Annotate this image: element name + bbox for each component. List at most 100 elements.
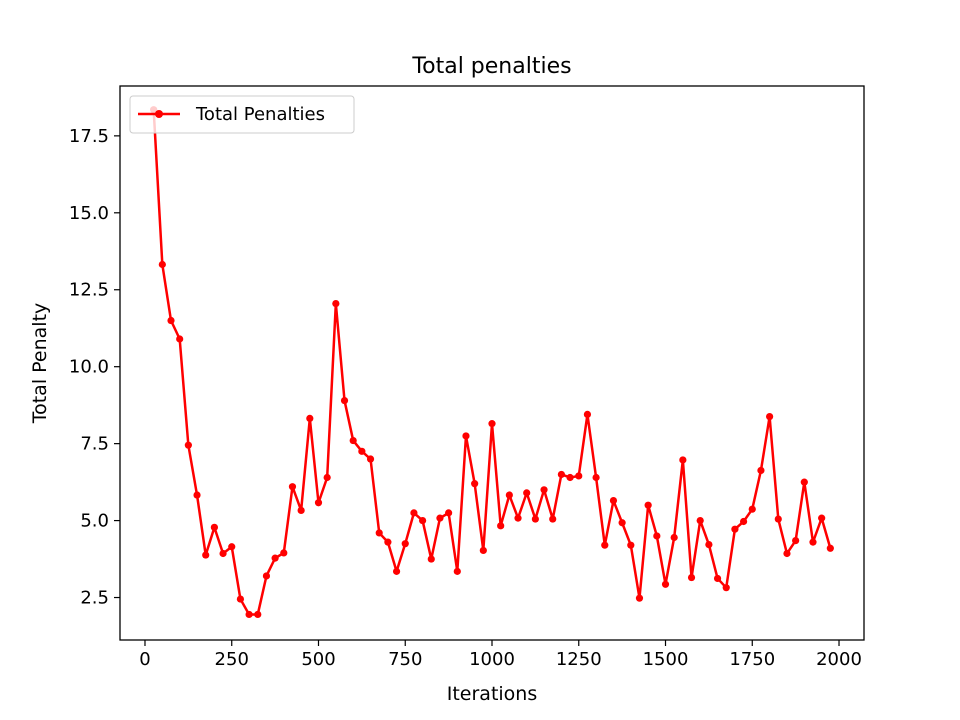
x-axis-label: Iterations	[447, 683, 538, 705]
data-point	[783, 549, 791, 558]
data-point	[445, 509, 453, 517]
data-point	[670, 533, 678, 542]
legend-entry-label: Total Penalties	[195, 104, 325, 125]
plot-background	[120, 86, 864, 640]
data-point	[687, 573, 696, 582]
plot-frame	[119, 85, 865, 641]
data-point	[661, 580, 670, 588]
data-point	[618, 519, 626, 527]
data-point	[280, 549, 288, 557]
data-point	[627, 541, 635, 549]
data-point	[566, 473, 574, 482]
legend: Total Penalties	[129, 95, 355, 134]
data-point	[375, 529, 383, 537]
y-axis-label: Total Penalty	[29, 303, 51, 425]
data-point	[462, 432, 470, 440]
y-tick-label: 17.5	[69, 126, 109, 147]
data-point	[644, 501, 652, 509]
data-point	[271, 554, 279, 562]
data-point	[167, 316, 175, 325]
x-tick-label: 1750	[729, 649, 775, 670]
data-point	[713, 574, 722, 583]
data-point	[228, 543, 236, 551]
data-point	[436, 514, 444, 522]
data-point	[826, 544, 834, 552]
y-tick-label: 2.5	[80, 588, 109, 609]
data-point	[254, 610, 262, 619]
data-point	[809, 538, 817, 546]
x-tick-label: 1250	[556, 649, 602, 670]
data-point	[401, 540, 409, 548]
data-point	[748, 505, 756, 513]
data-point	[366, 455, 375, 463]
y-tick-label: 15.0	[69, 203, 109, 224]
data-point	[245, 610, 253, 619]
data-point	[332, 299, 340, 308]
data-point	[505, 491, 513, 499]
y-tick-label: 5.0	[80, 511, 109, 532]
data-point	[592, 473, 600, 482]
data-point	[384, 538, 392, 546]
data-point	[210, 523, 218, 531]
data-point	[757, 466, 765, 475]
data-point	[766, 412, 774, 421]
data-point	[262, 572, 271, 580]
data-point	[774, 515, 782, 523]
data-point	[202, 551, 210, 559]
data-point	[427, 555, 435, 563]
data-point	[696, 516, 704, 525]
data-point	[792, 536, 800, 545]
data-point	[236, 595, 245, 603]
x-axis-ticks: 0 250 500 750 1000 1250 1500 1750 2000	[139, 640, 862, 670]
data-point	[601, 541, 609, 549]
data-point	[358, 447, 366, 455]
x-tick-label: 250	[215, 649, 249, 670]
data-point	[549, 515, 557, 523]
data-point	[557, 470, 566, 479]
data-point	[800, 478, 808, 486]
x-tick-label: 2000	[816, 649, 862, 670]
data-point	[314, 499, 323, 507]
data-point	[410, 509, 418, 517]
y-axis-ticks: 2.5 5.0 7.5 10.0 12.5 15.0 17.5	[69, 126, 120, 609]
data-point	[540, 486, 548, 494]
data-point	[488, 420, 496, 428]
data-point	[471, 480, 479, 488]
data-point	[219, 549, 227, 558]
y-tick-label: 12.5	[69, 280, 109, 301]
data-point	[679, 456, 687, 464]
data-point	[514, 514, 522, 522]
data-point	[731, 525, 739, 533]
data-point	[323, 473, 331, 482]
data-point	[722, 584, 730, 592]
data-point	[306, 414, 314, 422]
data-point	[635, 594, 644, 602]
data-point	[297, 506, 305, 515]
y-tick-label: 7.5	[80, 434, 109, 455]
x-tick-label: 500	[301, 649, 335, 670]
data-point	[158, 260, 166, 269]
data-point	[653, 532, 661, 540]
data-point	[705, 540, 713, 549]
data-point	[609, 496, 618, 505]
legend-marker-sample	[155, 110, 163, 118]
data-point	[583, 410, 592, 418]
data-point	[418, 516, 427, 525]
data-point	[739, 517, 748, 526]
x-tick-label: 1000	[469, 649, 515, 670]
legend-box	[129, 95, 355, 134]
data-point	[193, 491, 201, 499]
data-point	[818, 514, 826, 522]
data-point	[349, 436, 357, 445]
data-point	[479, 546, 487, 555]
data-point	[176, 335, 184, 343]
series-layer	[150, 106, 834, 619]
chart-title: Total penalties	[411, 54, 571, 79]
data-point	[340, 396, 349, 405]
data-point	[523, 489, 531, 497]
x-tick-label: 1500	[643, 649, 689, 670]
data-point	[288, 483, 297, 491]
data-point	[392, 567, 401, 575]
x-tick-label: 750	[388, 649, 422, 670]
